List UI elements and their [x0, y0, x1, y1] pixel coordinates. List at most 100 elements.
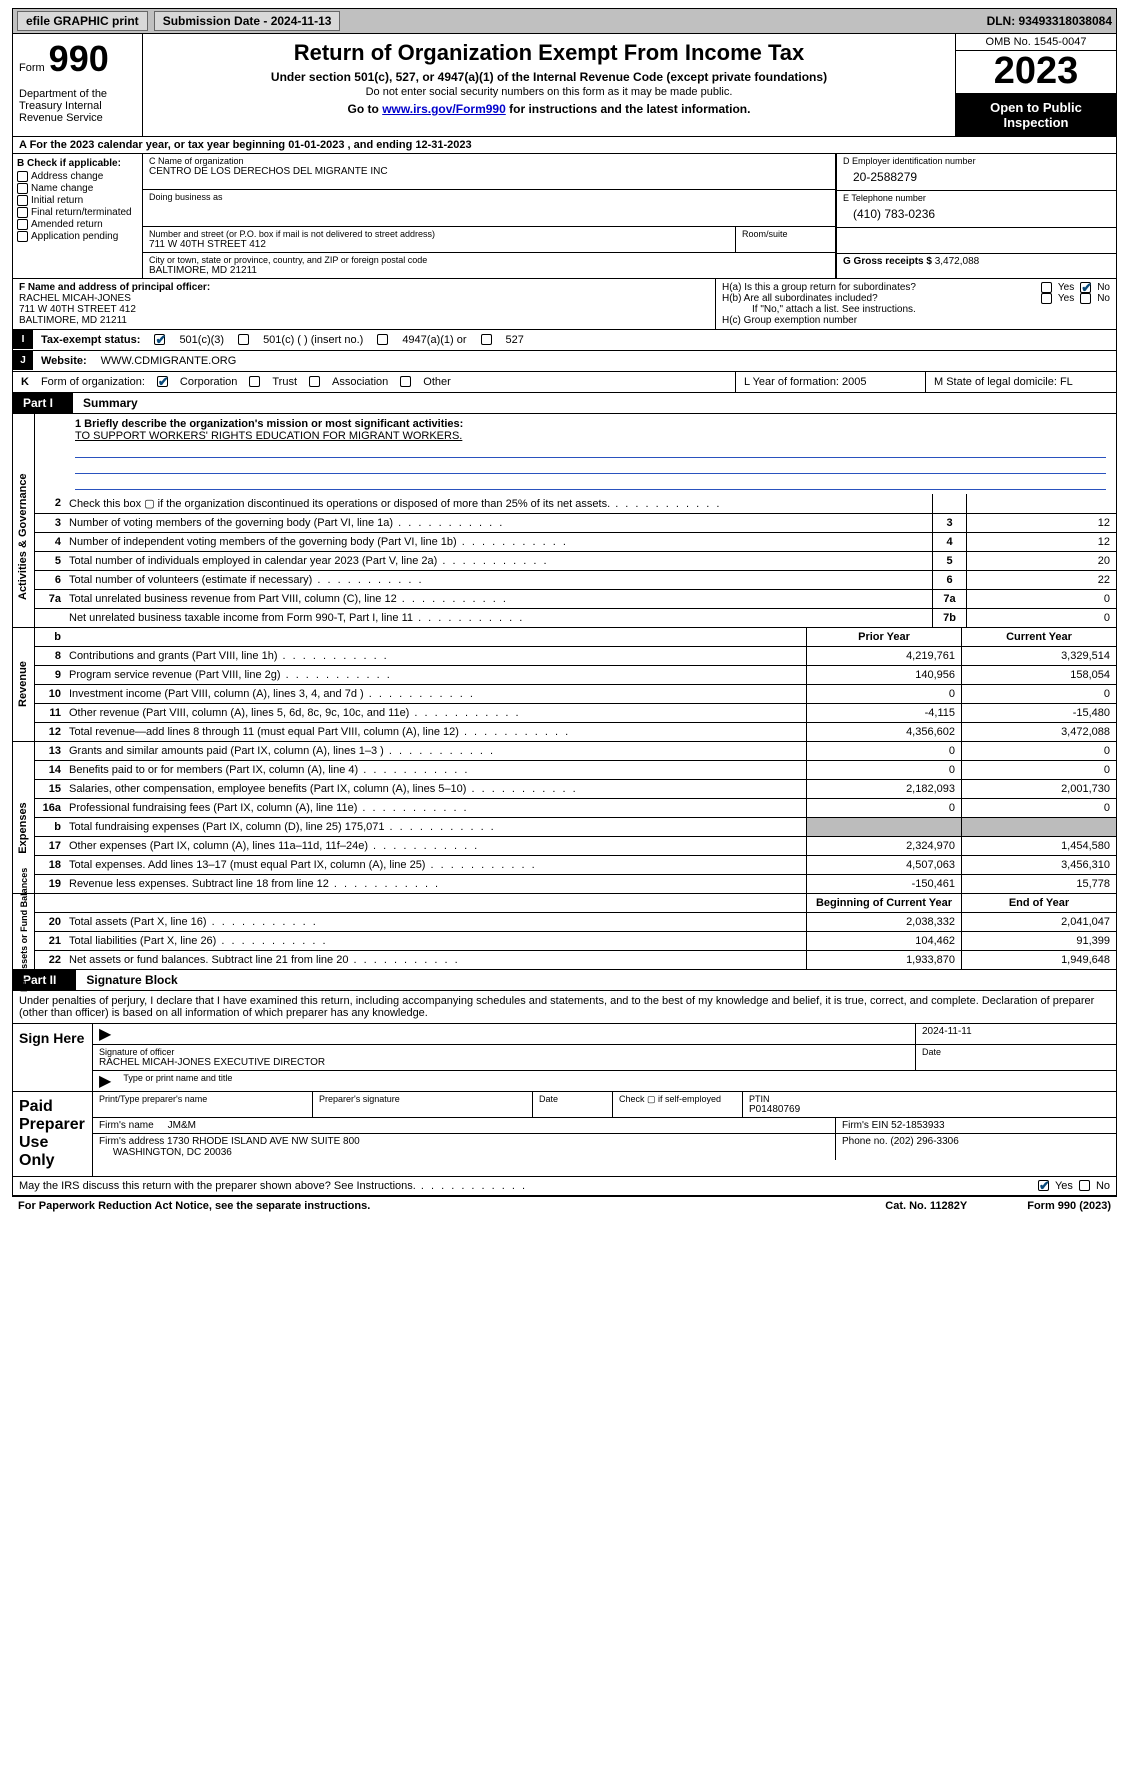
prior-val: 2,038,332	[806, 913, 961, 931]
inspection-notice: Open to Public Inspection	[956, 94, 1116, 136]
officer-name: RACHEL MICAH-JONES	[19, 293, 131, 304]
line-desc: Grants and similar amounts paid (Part IX…	[65, 742, 806, 760]
chk-trust[interactable]	[249, 376, 260, 387]
prior-val: 4,219,761	[806, 647, 961, 665]
chk-501c3[interactable]	[154, 334, 165, 345]
paid-preparer: Paid Preparer Use Only	[13, 1092, 93, 1176]
ssn-warning: Do not enter social security numbers on …	[153, 86, 945, 98]
prior-val: -150,461	[806, 875, 961, 893]
sign-here: Sign Here	[13, 1024, 93, 1091]
chk-4947[interactable]	[377, 334, 388, 345]
curr-val: 0	[961, 742, 1116, 760]
footer-left: For Paperwork Reduction Act Notice, see …	[18, 1200, 370, 1212]
prior-val: 0	[806, 685, 961, 703]
arrow-icon: ▶	[93, 1071, 117, 1091]
dln-label: DLN: 93493318038084	[987, 14, 1112, 28]
prior-val: 104,462	[806, 932, 961, 950]
row-a: A For the 2023 calendar year, or tax yea…	[12, 137, 1117, 154]
chk-address[interactable]	[17, 171, 28, 182]
prior-val: 1,933,870	[806, 951, 961, 969]
firm-phone: (202) 296-3306	[890, 1136, 958, 1147]
line-desc: Total unrelated business revenue from Pa…	[65, 590, 932, 608]
prior-val: 4,356,602	[806, 723, 961, 741]
curr-val: 0	[961, 761, 1116, 779]
dept-label: Department of the Treasury Internal Reve…	[19, 88, 136, 124]
year-formation: L Year of formation: 2005	[736, 372, 926, 392]
gross-receipts: 3,472,088	[935, 256, 980, 267]
chk-final[interactable]	[17, 207, 28, 218]
line-value: 0	[966, 590, 1116, 608]
curr-val: 1,949,648	[961, 951, 1116, 969]
discuss-text: May the IRS discuss this return with the…	[19, 1180, 527, 1192]
curr-val: 91,399	[961, 932, 1116, 950]
chk-corp[interactable]	[157, 376, 168, 387]
prior-val: 0	[806, 761, 961, 779]
box-b: B Check if applicable: Address change Na…	[13, 154, 143, 278]
city: BALTIMORE, MD 21211	[149, 265, 257, 276]
part1-header: Part ISummary	[12, 393, 1117, 414]
line-value	[966, 494, 1116, 513]
ha-yes[interactable]	[1041, 282, 1052, 293]
line-value: 0	[966, 609, 1116, 627]
line-desc: Check this box ▢ if the organization dis…	[65, 494, 932, 513]
line-value: 20	[966, 552, 1116, 570]
org-name: CENTRO DE LOS DERECHOS DEL MIGRANTE INC	[149, 166, 388, 177]
curr-val: 3,456,310	[961, 856, 1116, 874]
curr-val: 15,778	[961, 875, 1116, 893]
curr-val: 2,041,047	[961, 913, 1116, 931]
line-value: 22	[966, 571, 1116, 589]
hb-no[interactable]	[1080, 293, 1091, 304]
line-desc: Total revenue—add lines 8 through 11 (mu…	[65, 723, 806, 741]
line-desc: Revenue less expenses. Subtract line 18 …	[65, 875, 806, 893]
goto-line: Go to www.irs.gov/Form990 for instructio…	[153, 102, 945, 116]
ein: 20-2588279	[843, 166, 1110, 188]
efile-button[interactable]: efile GRAPHIC print	[17, 11, 148, 31]
irs-link[interactable]: www.irs.gov/Form990	[382, 102, 506, 116]
curr-val: 0	[961, 685, 1116, 703]
omb-number: OMB No. 1545-0047	[956, 34, 1116, 51]
line-value: 12	[966, 514, 1116, 532]
line-desc: Benefits paid to or for members (Part IX…	[65, 761, 806, 779]
ha-no[interactable]	[1080, 282, 1091, 293]
chk-501c[interactable]	[238, 334, 249, 345]
line-desc: Investment income (Part VIII, column (A)…	[65, 685, 806, 703]
chk-name[interactable]	[17, 183, 28, 194]
mission-text: TO SUPPORT WORKERS' RIGHTS EDUCATION FOR…	[75, 430, 462, 442]
line-desc: Number of voting members of the governin…	[65, 514, 932, 532]
line-desc: Total assets (Part X, line 16)	[65, 913, 806, 931]
line-desc: Other revenue (Part VIII, column (A), li…	[65, 704, 806, 722]
state-domicile: M State of legal domicile: FL	[926, 372, 1116, 392]
submission-date: Submission Date - 2024-11-13	[154, 11, 341, 31]
firm-name: JM&M	[168, 1120, 196, 1131]
top-bar: efile GRAPHIC print Submission Date - 20…	[12, 8, 1117, 34]
part2-header: Part IISignature Block	[12, 970, 1117, 991]
prior-val	[806, 818, 961, 836]
chk-pending[interactable]	[17, 231, 28, 242]
curr-val: 3,329,514	[961, 647, 1116, 665]
prior-val: 140,956	[806, 666, 961, 684]
line-desc: Net unrelated business taxable income fr…	[65, 609, 932, 627]
line-desc: Net assets or fund balances. Subtract li…	[65, 951, 806, 969]
chk-527[interactable]	[481, 334, 492, 345]
prior-val: 2,324,970	[806, 837, 961, 855]
discuss-no[interactable]	[1079, 1180, 1090, 1191]
tax-year: 2023	[956, 51, 1116, 94]
chk-amended[interactable]	[17, 219, 28, 230]
hb-yes[interactable]	[1041, 293, 1052, 304]
curr-val	[961, 818, 1116, 836]
curr-val: 3,472,088	[961, 723, 1116, 741]
chk-other[interactable]	[400, 376, 411, 387]
footer-right: Form 990 (2023)	[1027, 1200, 1111, 1212]
line-desc: Other expenses (Part IX, column (A), lin…	[65, 837, 806, 855]
chk-initial[interactable]	[17, 195, 28, 206]
perjury-text: Under penalties of perjury, I declare th…	[12, 991, 1117, 1024]
phone: (410) 783-0236	[843, 203, 1110, 225]
curr-val: 158,054	[961, 666, 1116, 684]
discuss-yes[interactable]	[1038, 1180, 1049, 1191]
officer-sig: RACHEL MICAH-JONES EXECUTIVE DIRECTOR	[99, 1057, 325, 1068]
curr-val: 1,454,580	[961, 837, 1116, 855]
line-desc: Total number of individuals employed in …	[65, 552, 932, 570]
chk-assoc[interactable]	[309, 376, 320, 387]
website: WWW.CDMIGRANTE.ORG	[101, 355, 237, 367]
prior-val: 0	[806, 799, 961, 817]
